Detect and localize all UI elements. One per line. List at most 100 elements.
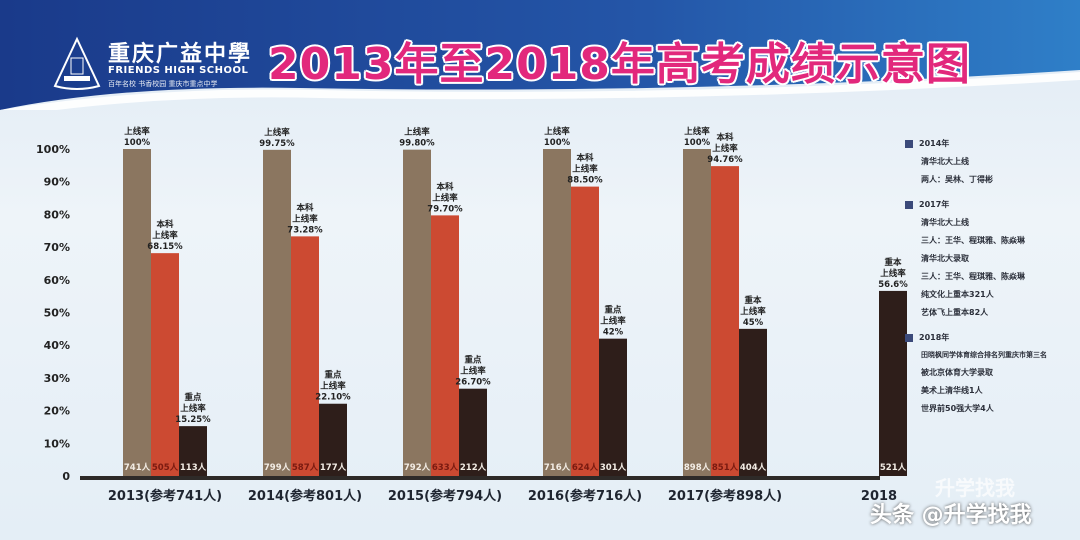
- bar-zhongdian: [599, 338, 627, 476]
- note-group: 2017年 清华北大上线 三人：王华、程琪雅、陈焱琳 清华北大录取 三人：王华、程琪雅、…: [905, 199, 1080, 318]
- x-tick-label: 2017(参考898人): [668, 488, 782, 504]
- x-tick-label: 2016(参考716人): [528, 488, 642, 504]
- y-tick-label: 20%: [44, 405, 70, 418]
- notes-panel: 2014年 清华北大上线 两人：吴林、丁得彬 2017年 清华北大上线 三人：王华、程琪雅…: [905, 138, 1080, 428]
- data-label: 79.70%: [427, 204, 463, 214]
- x-tick-label: 2014(参考801人): [248, 488, 362, 504]
- bar-benke: [151, 253, 179, 476]
- data-label: 99.80%: [399, 139, 435, 149]
- bar-benke: [571, 186, 599, 477]
- data-label: 73.28%: [287, 225, 323, 235]
- y-tick-label: 60%: [44, 274, 70, 287]
- bar-total: [683, 149, 711, 476]
- note-year-label: 2014年: [919, 139, 950, 148]
- data-label: 上线率: [544, 126, 570, 137]
- data-label: 重点: [184, 392, 202, 403]
- data-label: 上线率: [320, 381, 346, 392]
- note-line: 美术上清华线1人: [921, 386, 983, 395]
- data-label: 上线率: [712, 143, 738, 154]
- bar-count-label: 799人: [264, 462, 291, 473]
- data-label: 上线率: [180, 403, 206, 414]
- data-label: 重点: [604, 305, 622, 316]
- data-label: 56.6%: [878, 280, 908, 290]
- data-label: 45%: [743, 318, 764, 328]
- note-line: 被北京体育大学录取: [921, 368, 993, 377]
- bar-zhongdian: [319, 403, 347, 476]
- note-line: 清华北大上线: [921, 218, 969, 227]
- note-line: 艺体飞上重本82人: [921, 308, 989, 317]
- bar-zhongdian: [739, 328, 767, 476]
- note-year: 2017年: [905, 199, 1080, 210]
- school-name-cn: 重庆广益中學: [108, 41, 253, 67]
- note-group: 2018年田晓枫同学体育综合排名列重庆市第三名 被北京体育大学录取 美术上清华线1人…: [905, 332, 1080, 414]
- note-line: 纯文化上重本321人: [921, 290, 994, 299]
- bar-count-label: 404人: [740, 462, 767, 473]
- bar-count-label: 177人: [320, 462, 347, 473]
- data-label: 上线率: [124, 126, 150, 137]
- data-label: 本科: [296, 202, 314, 213]
- bar-total: [543, 149, 571, 476]
- data-label: 本科: [716, 132, 734, 143]
- data-label: 上线率: [684, 126, 710, 137]
- bar-zhongdian: [179, 426, 207, 476]
- y-tick-label: 80%: [44, 208, 70, 221]
- bar-count-label: 716人: [544, 462, 571, 473]
- y-tick-label: 40%: [44, 339, 70, 352]
- note-group: 2014年 清华北大上线 两人：吴林、丁得彬: [905, 138, 1080, 185]
- data-label: 重点: [464, 355, 482, 366]
- square-bullet-icon: [905, 139, 913, 148]
- data-label: 上线率: [264, 127, 290, 138]
- x-tick-label: 2018: [861, 489, 897, 504]
- data-label: 本科: [436, 181, 454, 192]
- data-label: 重本: [744, 295, 762, 306]
- bar-count-label: 212人: [460, 462, 487, 473]
- bar-benke: [291, 236, 319, 476]
- bar-total: [403, 149, 431, 477]
- data-label: 88.50%: [567, 176, 603, 186]
- data-label: 100%: [124, 138, 151, 148]
- bar-total: [263, 149, 291, 476]
- bar-benke: [431, 215, 459, 477]
- x-tick-label: 2015(参考794人): [388, 488, 502, 504]
- data-label: 上线率: [292, 213, 318, 224]
- bar-benke: [711, 166, 739, 476]
- note-line: 田晓枫同学体育综合排名列重庆市第三名: [921, 351, 1047, 359]
- data-label: 上线率: [600, 316, 626, 327]
- note-line: 清华北大上线: [921, 157, 969, 166]
- bar-count-label: 624人: [572, 462, 599, 473]
- note-year-label: 2018年: [919, 333, 950, 342]
- data-label: 重点: [324, 370, 342, 381]
- note-year-label: 2017年: [919, 200, 950, 209]
- data-label: 上线率: [404, 127, 430, 138]
- bar-count-label: 587人: [292, 462, 319, 473]
- bar-count-label: 792人: [404, 462, 431, 473]
- school-logo: 重庆广益中學 FRIENDS HIGH SCHOOL 百年名校 书香校园 重庆市…: [52, 36, 252, 96]
- bar-total: [123, 149, 151, 476]
- header-banner: [0, 0, 1080, 110]
- bar-count-label: 505人: [152, 462, 179, 473]
- bar-count-label: 301人: [600, 462, 627, 473]
- school-slogan: 百年名校 书香校园 重庆市重点中学: [108, 80, 218, 88]
- page-title: 2013年至2018年高考成绩示意图: [268, 39, 971, 90]
- watermark: 头条 @升学找我: [870, 503, 1032, 528]
- note-year: 2014年: [905, 138, 1080, 149]
- data-label: 22.10%: [315, 393, 351, 403]
- data-label: 42%: [603, 328, 624, 338]
- y-tick-label: 10%: [44, 437, 70, 450]
- data-label: 本科: [576, 153, 594, 164]
- note-line: 清华北大录取: [921, 254, 969, 263]
- data-label: 上线率: [460, 366, 486, 377]
- data-label: 100%: [544, 138, 571, 148]
- data-label: 15.25%: [175, 415, 211, 425]
- data-label: 上线率: [572, 164, 598, 175]
- data-label: 上线率: [880, 268, 906, 279]
- y-tick-label: 90%: [44, 176, 70, 189]
- data-label: 94.76%: [707, 155, 743, 165]
- data-label: 重本: [884, 257, 902, 268]
- square-bullet-icon: [905, 333, 913, 342]
- square-bullet-icon: [905, 200, 913, 209]
- data-label: 68.15%: [147, 242, 183, 252]
- y-tick-label: 100%: [36, 143, 70, 156]
- data-label: 上线率: [152, 230, 178, 241]
